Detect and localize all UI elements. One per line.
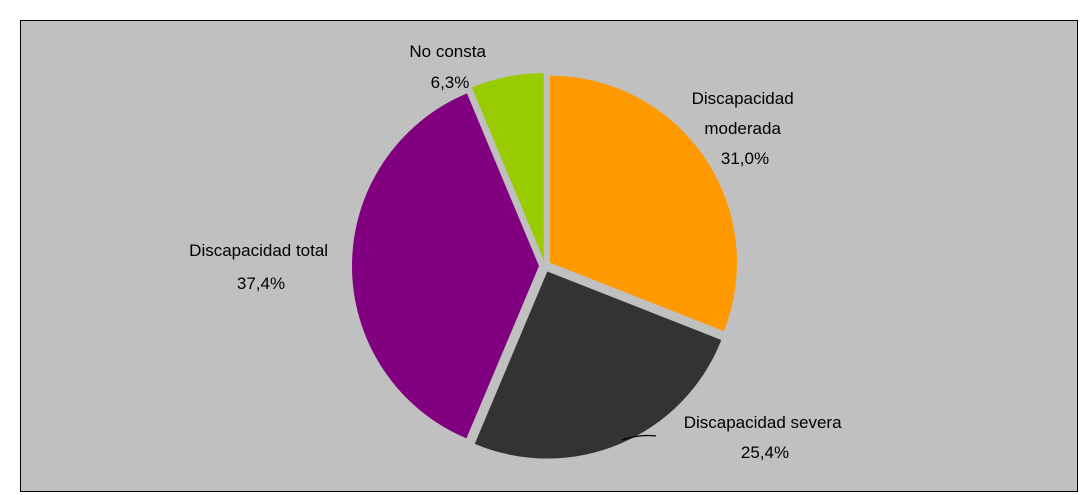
- pie-slices: [351, 73, 737, 459]
- slice-label-discapacidad-moderada: Discapacidad moderada 31,0%: [692, 89, 799, 168]
- slice-label-discapacidad-severa: Discapacidad severa 25,4%: [684, 413, 847, 462]
- pie-slice-discapacidad-total: [351, 93, 539, 439]
- leader-line-discapacidad-severa: [621, 434, 657, 441]
- slice-label-no-consta: No consta 6,3%: [409, 42, 490, 92]
- pie-slice-no-consta: [471, 73, 544, 261]
- pie-slice-discapacidad-severa: [474, 271, 722, 459]
- pie-slice-discapacidad-moderada: [549, 75, 737, 332]
- slice-label-discapacidad-total: Discapacidad total 37,4%: [189, 241, 333, 293]
